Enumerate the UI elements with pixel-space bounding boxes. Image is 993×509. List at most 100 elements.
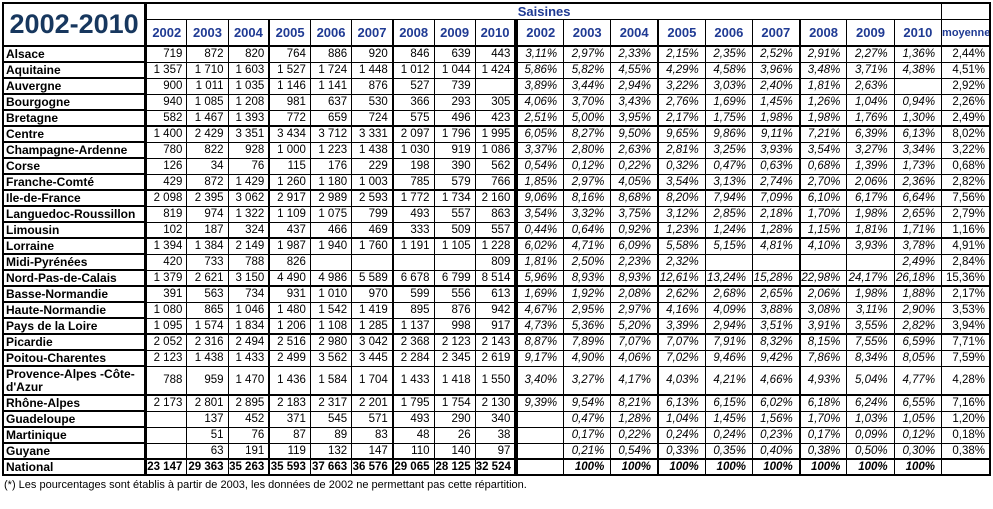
count-cell: 1 180 — [309, 173, 353, 191]
count-cell: 733 — [186, 253, 229, 271]
count-cell: 423 — [474, 109, 519, 127]
pct-cell: 100% — [799, 458, 848, 476]
count-cell: 822 — [186, 141, 229, 159]
count-cell: 772 — [268, 109, 311, 127]
count-cell — [433, 253, 476, 271]
pct-cell: 8,34% — [846, 349, 895, 367]
table-row: Nord-Pas-de-Calais 1 379 2 621 3 150 4 490 4 … — [2, 269, 991, 287]
count-cell: 35 263 — [227, 458, 271, 476]
region-name-cell: Alsace — [2, 45, 148, 63]
count-cell: 391 — [145, 285, 188, 303]
pct-cell: 1,30% — [893, 109, 943, 127]
count-year-header-2005: 2005 — [268, 19, 311, 47]
count-cell: 556 — [433, 285, 476, 303]
moyenne-cell: 3,22% — [941, 141, 991, 159]
count-cell: 1 704 — [351, 365, 394, 396]
count-cell: 1 044 — [433, 61, 476, 79]
pct-cell: 0,54% — [610, 442, 660, 460]
count-cell: 4 986 — [309, 269, 353, 287]
pct-cell: 2,49% — [893, 253, 943, 271]
count-cell: 970 — [351, 285, 394, 303]
region-name-cell: Bretagne — [2, 109, 148, 127]
count-cell: 3 150 — [227, 269, 271, 287]
pct-cell: 4,90% — [563, 349, 612, 367]
count-cell: 132 — [309, 442, 353, 460]
count-cell: 1 834 — [227, 317, 271, 335]
pct-cell — [515, 426, 565, 444]
count-cell: 1 206 — [268, 317, 311, 335]
moyenne-cell: 3,94% — [941, 317, 991, 335]
count-cell: 876 — [351, 77, 394, 95]
count-cell: 1 000 — [268, 141, 311, 159]
count-cell: 1 987 — [268, 237, 311, 255]
count-cell — [392, 253, 435, 271]
report-page: 2002-2010 Saisines 2002 2003 2004 2005 2006 2… — [2, 2, 991, 491]
count-cell: 545 — [309, 410, 353, 428]
count-cell: 766 — [474, 173, 519, 191]
pct-cell: 1,98% — [799, 109, 848, 127]
pct-cell: 1,45% — [751, 93, 801, 111]
pct-cell: 2,23% — [610, 253, 660, 271]
moyenne-cell: 4,51% — [941, 61, 991, 79]
region-name-cell: Bourgogne — [2, 93, 148, 111]
count-cell: 928 — [227, 141, 271, 159]
pct-cell: 8,21% — [610, 394, 660, 412]
pct-year-header-2007: 2007 — [751, 19, 801, 47]
count-cell: 37 663 — [309, 458, 353, 476]
pct-year-header-2004: 2004 — [610, 19, 660, 47]
count-cell: 102 — [145, 221, 188, 239]
moyenne-cell: 0,68% — [941, 157, 991, 175]
table-row: Languedoc-Roussillon 819 974 1 322 1 109 1 07… — [2, 205, 991, 223]
count-cell: 390 — [433, 157, 476, 175]
count-cell: 2 143 — [474, 333, 519, 351]
count-cell: 974 — [186, 205, 229, 223]
count-cell: 1 734 — [433, 189, 476, 207]
count-cell: 872 — [186, 45, 229, 63]
count-cell: 2 183 — [268, 394, 311, 412]
pct-cell: 7,55% — [846, 333, 895, 351]
count-cell: 2 499 — [268, 349, 311, 367]
pct-cell: 6,55% — [893, 394, 943, 412]
pct-cell: 3,39% — [657, 317, 706, 335]
pct-cell: 1,56% — [751, 410, 801, 428]
table-row: Guyane 63 191 119 132 147 110 140 97 0,21% 0,54% 0,… — [2, 442, 991, 460]
region-name-cell: Nord-Pas-de-Calais — [2, 269, 148, 287]
count-cell: 1 448 — [351, 61, 394, 79]
count-cell: 3 351 — [227, 125, 271, 143]
pct-cell: 1,70% — [799, 205, 848, 223]
table-row: Guadeloupe 137 452 371 545 571 493 290 340 0,47% 1… — [2, 410, 991, 428]
pct-cell: 2,65% — [751, 285, 801, 303]
pct-cell: 3,70% — [563, 93, 612, 111]
pct-cell: 3,13% — [704, 173, 753, 191]
count-cell: 443 — [474, 45, 519, 63]
count-cell: 437 — [268, 221, 311, 239]
pct-cell: 1,04% — [846, 93, 895, 111]
pct-cell: 0,44% — [515, 221, 565, 239]
pct-cell: 0,23% — [751, 426, 801, 444]
pct-cell: 3,44% — [563, 77, 612, 95]
pct-cell: 1,88% — [893, 285, 943, 303]
pct-cell: 3,43% — [610, 93, 660, 111]
pct-cell: 2,63% — [846, 77, 895, 95]
pct-cell: 22,98% — [799, 269, 848, 287]
count-cell: 51 — [186, 426, 229, 444]
pct-cell: 6,09% — [610, 237, 660, 255]
pct-cell: 2,06% — [846, 173, 895, 191]
pct-cell: 1,04% — [657, 410, 706, 428]
pct-cell: 0,17% — [563, 426, 612, 444]
pct-cell: 2,97% — [610, 301, 660, 319]
count-cell: 1 795 — [392, 394, 435, 412]
pct-cell: 7,09% — [751, 189, 801, 207]
pct-cell: 4,10% — [799, 237, 848, 255]
count-cell: 3 062 — [227, 189, 271, 207]
pct-cell: 9,46% — [704, 349, 753, 367]
count-cell: 115 — [268, 157, 311, 175]
pct-cell: 2,51% — [515, 109, 565, 127]
moyenne-cell: 2,84% — [941, 253, 991, 271]
region-name-cell: Champagne-Ardenne — [2, 141, 148, 159]
count-year-header-2002: 2002 — [145, 19, 188, 47]
count-cell: 1 433 — [392, 365, 435, 396]
count-cell: 809 — [474, 253, 519, 271]
count-cell: 191 — [227, 442, 271, 460]
count-cell: 940 — [145, 93, 188, 111]
